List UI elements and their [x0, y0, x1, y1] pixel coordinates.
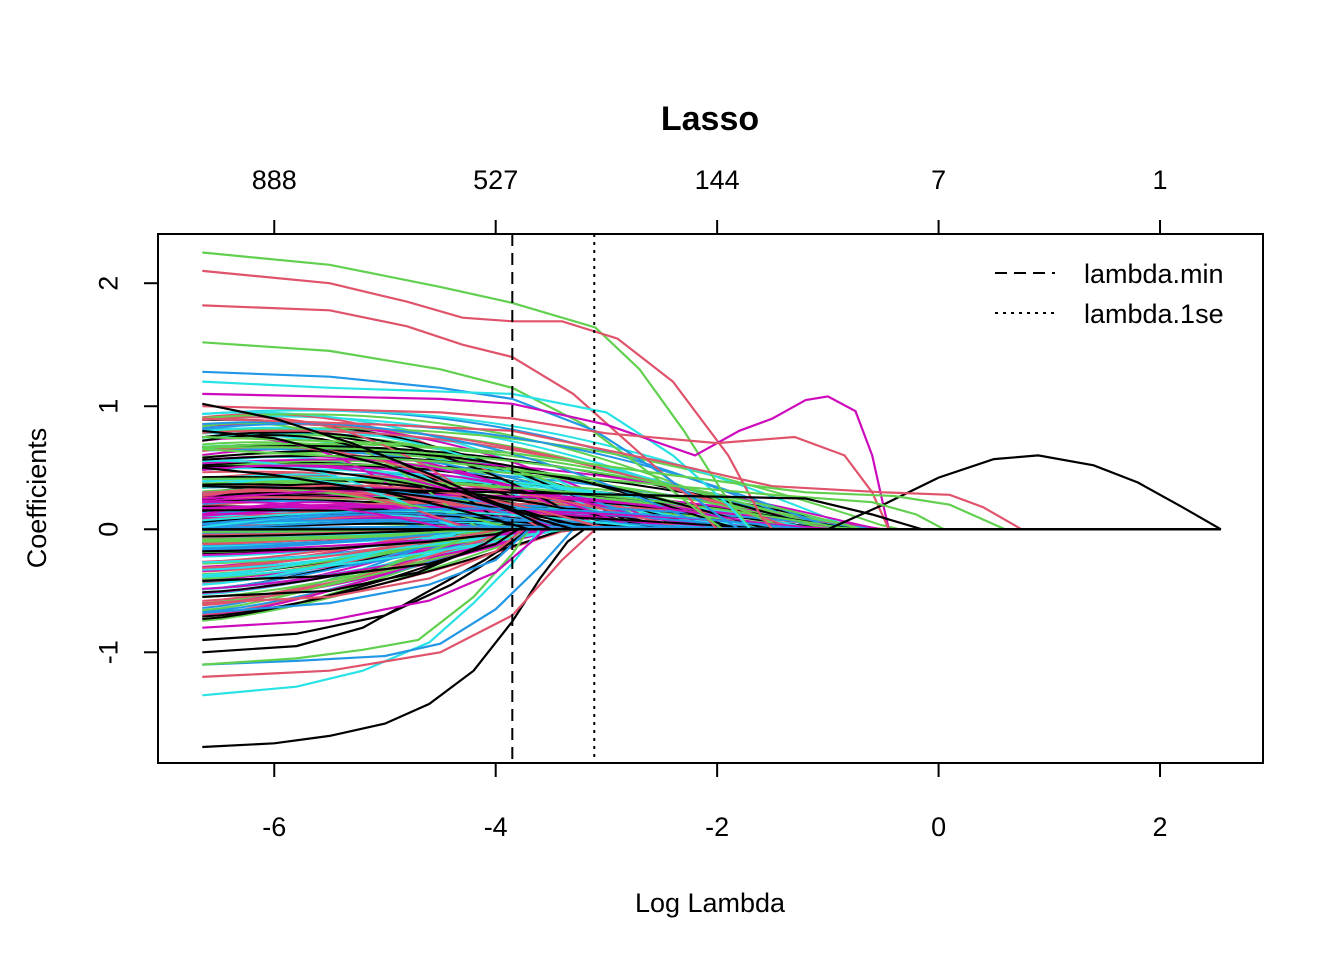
coefficient-path [202, 269, 1221, 531]
coefficient-path [202, 448, 1221, 531]
y-axis: -1 0 1 2 [93, 276, 158, 664]
top-axis: 888 527 144 7 1 [252, 165, 1168, 234]
y-axis-label: Coefficients [22, 428, 52, 569]
x-tick-label: 2 [1153, 812, 1168, 842]
x-axis: -6 -4 -2 0 2 [262, 763, 1168, 842]
top-tick-label: 1 [1153, 165, 1168, 195]
x-tick-label: -2 [705, 812, 729, 842]
y-tick-label: 0 [93, 522, 123, 537]
legend-label: lambda.1se [1084, 299, 1224, 329]
top-tick-label: 527 [473, 165, 518, 195]
coefficient-path [202, 417, 1221, 531]
coefficient-path [202, 528, 1221, 666]
coefficient-path [202, 341, 1221, 531]
x-axis-label: Log Lambda [635, 888, 786, 918]
legend-label: lambda.min [1084, 259, 1224, 289]
coefficient-paths [202, 251, 1222, 749]
x-tick-label: -4 [484, 812, 508, 842]
coefficient-path [202, 454, 1222, 531]
coefficient-path [202, 304, 1221, 531]
coefficient-path [202, 528, 1221, 666]
y-tick-label: 1 [93, 399, 123, 414]
coefficient-path [202, 402, 1221, 531]
legend: lambda.min lambda.1se [995, 259, 1224, 329]
x-tick-label: -6 [262, 812, 286, 842]
y-tick-label: -1 [93, 640, 123, 664]
top-tick-label: 144 [695, 165, 740, 195]
coefficient-path [202, 435, 1221, 531]
top-tick-label: 888 [252, 165, 297, 195]
y-tick-label: 2 [93, 276, 123, 291]
plot-frame [157, 233, 1264, 764]
chart-title: Lasso [661, 100, 759, 138]
coefficient-path [202, 528, 1221, 697]
coefficient-path [202, 528, 1221, 749]
top-tick-label: 7 [931, 165, 946, 195]
coefficient-path [202, 380, 1221, 531]
coefficient-path [202, 251, 1221, 531]
coefficient-path [202, 405, 1221, 531]
reference-lines [511, 234, 596, 763]
x-tick-label: 0 [931, 812, 946, 842]
